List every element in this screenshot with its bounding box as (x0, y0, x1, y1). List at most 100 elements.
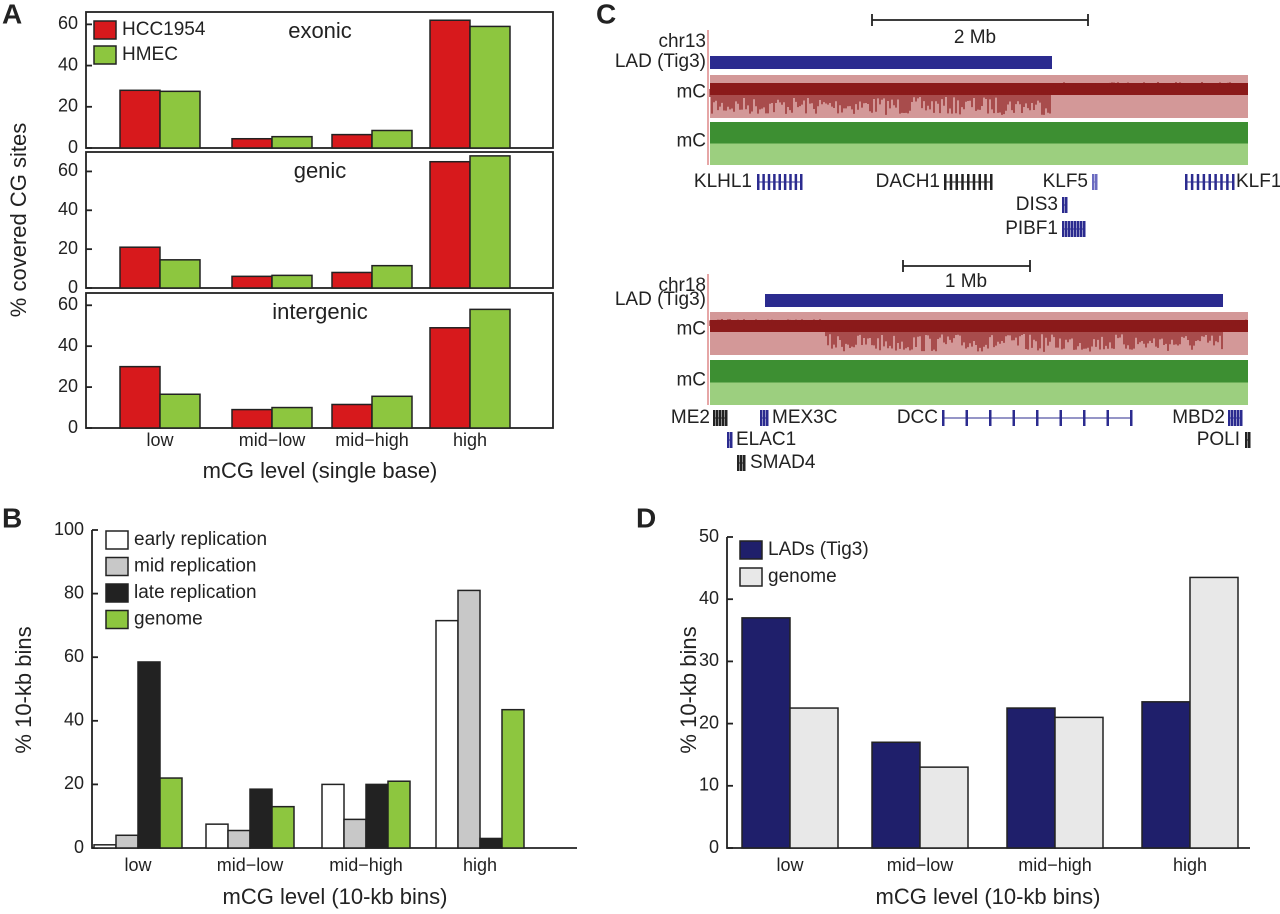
x-tick-label: mid−low (239, 430, 307, 450)
exon (955, 174, 958, 190)
exon (767, 174, 771, 190)
legend-label: genome (768, 566, 837, 587)
y-tick-label: 0 (709, 837, 719, 857)
bar (1141, 701, 1191, 849)
bar (871, 741, 921, 849)
bar (789, 707, 839, 849)
exon (716, 410, 719, 426)
exon (730, 432, 733, 448)
bar (119, 89, 161, 149)
bar (159, 90, 201, 149)
exon (783, 174, 787, 190)
chrom-label: chr18 (658, 275, 706, 296)
bar (231, 137, 273, 149)
mc-track-band (710, 320, 1248, 332)
scale-bar (871, 14, 1089, 26)
exon (978, 174, 981, 190)
scale-label: 1 Mb (945, 271, 987, 292)
exon (1077, 221, 1080, 237)
plot-frame (85, 292, 554, 429)
exon (984, 174, 987, 190)
y-tick-label: 0 (68, 137, 78, 157)
exon (989, 410, 992, 426)
subplot-title: intergenic (272, 299, 367, 324)
exon (1234, 410, 1237, 426)
legend-label: genome (134, 609, 203, 630)
gene-label: MEX3C (772, 407, 837, 428)
exon (1080, 221, 1083, 237)
exon (1062, 197, 1065, 213)
mc-signal (709, 82, 1247, 115)
legend-label: LADs (Tig3) (768, 539, 869, 560)
bar (501, 708, 525, 849)
mc-signal (709, 319, 1247, 352)
y-tick-label: 40 (58, 335, 78, 355)
bar (387, 780, 411, 849)
exon (757, 174, 760, 190)
legend-swatch (739, 567, 763, 587)
exon (1012, 410, 1015, 426)
y-axis-label: % 10-kb bins (11, 626, 36, 753)
bar (159, 259, 201, 289)
legend-label: early replication (134, 529, 267, 550)
exon (1062, 221, 1065, 237)
exon (1231, 410, 1234, 426)
exon (778, 174, 781, 190)
bar (331, 271, 373, 289)
x-axis-label: mCG level (10-kb bins) (223, 884, 448, 909)
y-tick-label: 30 (699, 650, 719, 670)
exon (1232, 174, 1235, 190)
bar (159, 777, 183, 849)
exon (1196, 174, 1200, 190)
mc-track-bg (710, 75, 1248, 118)
gene-label: DIS3 (1016, 194, 1058, 215)
y-tick-label: 100 (54, 519, 84, 539)
y-tick-label: 60 (58, 160, 78, 180)
exon (727, 432, 730, 448)
axis-line (91, 530, 577, 849)
bar (1189, 576, 1239, 849)
y-axis-label: % covered CG sites (6, 123, 31, 317)
bar (271, 135, 313, 149)
exon (965, 410, 968, 426)
mc-label-green: mC (676, 131, 706, 152)
bar (457, 589, 481, 849)
exon (990, 174, 993, 190)
bar (205, 823, 229, 849)
exon (1237, 410, 1240, 426)
y-tick-label: 20 (58, 96, 78, 116)
legend-swatch (93, 20, 117, 40)
exon (760, 410, 763, 426)
mc-track-green-dark (710, 122, 1248, 144)
exon (794, 174, 798, 190)
exon (1106, 410, 1109, 426)
bar (159, 393, 201, 429)
bar (469, 308, 511, 429)
bar (271, 406, 313, 429)
x-tick-label: low (124, 855, 152, 875)
exon (1248, 432, 1251, 448)
x-axis-label: mCG level (10-kb bins) (876, 884, 1101, 909)
subplot-title: genic (294, 158, 347, 183)
bar (919, 766, 969, 849)
exon (972, 174, 976, 190)
exon (762, 174, 765, 190)
legend-label: HMEC (122, 44, 178, 65)
x-tick-label: mid−high (1018, 855, 1092, 875)
bar (469, 25, 511, 149)
y-tick-label: 0 (68, 277, 78, 297)
gene-label: PIBF1 (1005, 218, 1058, 239)
exon (1074, 221, 1077, 237)
bar (1006, 707, 1056, 849)
y-tick-label: 60 (58, 13, 78, 33)
legend-label: HCC1954 (122, 19, 206, 40)
y-tick-label: 50 (699, 526, 719, 546)
y-tick-label: 20 (58, 376, 78, 396)
y-tick-label: 20 (64, 773, 84, 793)
exon (961, 174, 964, 190)
legend-swatch (105, 556, 129, 577)
gene-label: KLF12 (1236, 171, 1280, 192)
exon (1240, 410, 1243, 426)
x-tick-label: mid−low (887, 855, 955, 875)
